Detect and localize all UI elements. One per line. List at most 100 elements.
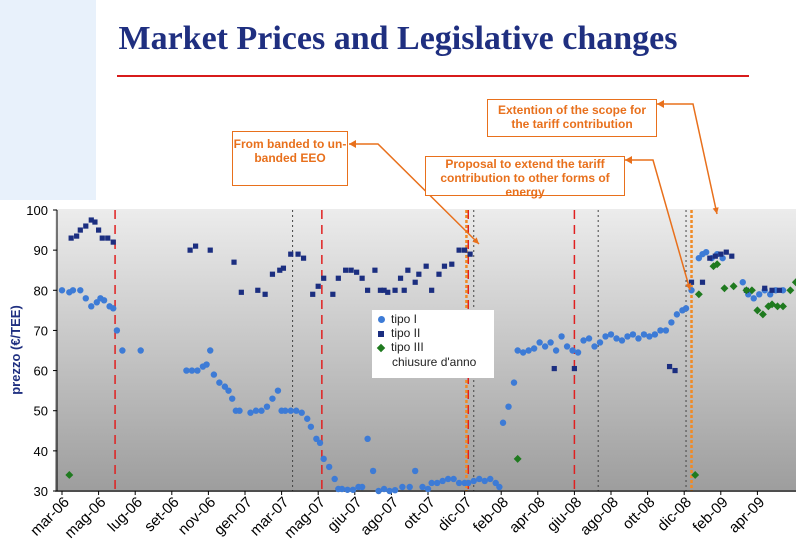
tipo-2-point	[405, 267, 411, 273]
tipo-1-point	[207, 347, 214, 354]
tipo-2-point	[441, 263, 448, 269]
tipo-1-point	[375, 487, 382, 495]
tipo-1-point	[585, 335, 593, 342]
tipo-1-point	[750, 295, 757, 302]
tipo-1-point	[100, 297, 108, 304]
tipo-2-point	[192, 243, 199, 249]
tipo-1-point	[364, 435, 371, 443]
y-tick-label: 60	[34, 364, 48, 379]
tipo-2-point	[718, 251, 724, 257]
y-tick-label: 50	[34, 404, 48, 419]
tipo-2-point	[551, 365, 557, 372]
tipo-1-point	[113, 327, 121, 334]
tipo-3-point	[713, 260, 722, 269]
tipo-2-point	[699, 279, 706, 285]
tipo-2-point	[381, 287, 387, 293]
tipo-2-point	[762, 285, 768, 291]
x-tick-label: ott-07	[400, 494, 439, 533]
tipo-1-point	[505, 403, 512, 410]
title-underline	[117, 75, 749, 77]
tipo-1-point	[662, 327, 670, 334]
tipo-2-point	[83, 223, 89, 229]
tipo-2-point	[412, 279, 418, 285]
tipo-1-point	[344, 486, 351, 493]
y-tick-label: 70	[34, 323, 48, 338]
tipo-2-point	[397, 275, 404, 281]
tipo-1-point	[274, 387, 282, 394]
tipo-1-point	[58, 287, 66, 294]
callout-arrow	[657, 103, 718, 215]
x-tick-label: dic-07	[435, 494, 476, 535]
tipo-1-point	[499, 419, 507, 426]
x-tick-label: nov-06	[175, 494, 219, 538]
tipo-2-point	[68, 235, 74, 241]
tipo-2-point	[348, 267, 354, 273]
tipo-2-point	[231, 259, 237, 265]
tipo-2-point	[571, 365, 577, 372]
tipo-1-point	[487, 475, 494, 483]
tipo-1-point	[228, 395, 236, 402]
tipo-2-point	[429, 287, 435, 293]
tipo-2-point	[423, 263, 429, 269]
tipo-2-point	[288, 251, 294, 257]
tipo-2-point	[372, 267, 378, 273]
legend-entry-tipo-1: tipo I	[378, 312, 417, 326]
tipo-1-point	[411, 467, 419, 475]
tipo-3-point	[779, 302, 787, 311]
tipo-1-point	[258, 407, 265, 414]
callout-arrow	[625, 159, 691, 291]
tipo-1-point	[391, 486, 399, 494]
tipo-1-point	[216, 379, 223, 386]
tipo-2-point	[343, 267, 349, 273]
tipo-1-point	[282, 407, 289, 414]
tipo-2-point	[385, 289, 391, 295]
tipo-1-point	[624, 333, 631, 340]
tipo-2-point	[688, 279, 695, 285]
callout-extention-scope: Extention of the scope for the tariff co…	[487, 99, 657, 137]
tipo-2-point	[377, 287, 384, 293]
tipo-1-point	[530, 345, 538, 352]
x-tick-label: mag-06	[61, 494, 109, 542]
tipo-1-point	[419, 483, 426, 491]
tipo-1-point	[596, 339, 604, 346]
tipo-1-point	[203, 361, 210, 368]
callout-arrowhead	[712, 207, 719, 214]
legend-entry-year-close: chiusure d'anno	[392, 355, 476, 369]
tipo-2-point	[769, 287, 775, 293]
tipo-1-point	[563, 343, 571, 350]
tipo-2-point	[401, 287, 407, 293]
x-tick-label: lug-06	[105, 494, 147, 536]
legend-label: tipo I	[391, 312, 418, 326]
tipo-1-point	[702, 248, 710, 256]
tipo-2-point	[295, 251, 301, 257]
tipo-1-point	[455, 479, 463, 487]
tipo-2-point	[467, 251, 473, 257]
tipo-1-point	[304, 415, 311, 422]
tipo-2-point	[335, 275, 341, 281]
chart-legend: tipo I tipo II tipo III chiusure d'anno	[372, 310, 494, 378]
tipo-1-point	[519, 349, 527, 356]
tipo-1-point	[369, 467, 377, 475]
tipo-3-point	[694, 290, 703, 299]
tipo-1-point	[536, 339, 543, 346]
tipo-1-point	[428, 479, 435, 487]
tipo-2-point	[416, 271, 422, 277]
tipo-1-point	[607, 331, 615, 338]
tipo-3-point	[753, 306, 762, 315]
tipo-2-point	[707, 255, 713, 261]
tipo-2-point	[672, 367, 678, 374]
x-tick-label: feb-08	[470, 494, 512, 536]
tipo-1-point	[569, 347, 576, 354]
callout-arrowhead	[472, 237, 479, 244]
tipo-2-point	[436, 271, 442, 277]
tipo-1-point	[640, 331, 648, 338]
tipo-1-point	[320, 455, 327, 463]
tipo-1-point	[651, 331, 659, 338]
tipo-1-point	[450, 475, 457, 483]
tipo-2-point	[365, 287, 371, 293]
tipo-1-point	[406, 483, 413, 491]
legend-entry-tipo-3: tipo III	[376, 340, 424, 354]
tipo-1-point	[269, 395, 276, 402]
tipo-1-point	[183, 367, 190, 374]
tipo-2-point	[207, 247, 213, 253]
